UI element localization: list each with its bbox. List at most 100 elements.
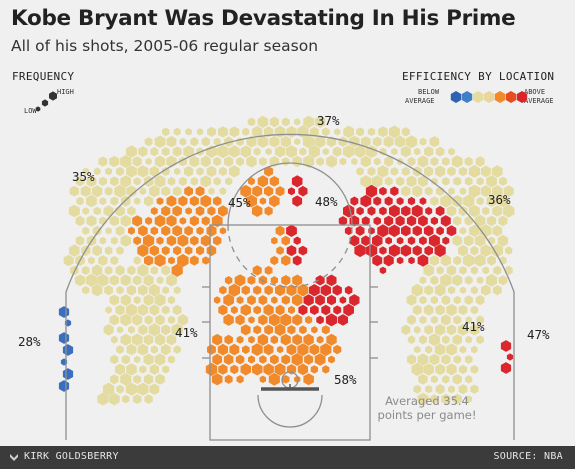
shot-hex (133, 256, 141, 265)
shot-hex (453, 255, 462, 266)
shot-hex (468, 164, 480, 178)
shot-hex (259, 355, 267, 364)
shot-hex (476, 196, 484, 206)
shot-hex (384, 156, 394, 167)
shot-hex (82, 286, 90, 295)
shot-hex (463, 253, 475, 268)
shot-hex (395, 176, 405, 187)
shot-hex (469, 224, 480, 237)
shot-hex (115, 225, 125, 236)
shot-hex (252, 205, 263, 217)
shot-hex (429, 255, 440, 266)
shot-hex (150, 147, 159, 157)
shot-hex (491, 165, 503, 178)
shot-hex (116, 345, 124, 354)
shot-hex (80, 185, 91, 197)
shot-hex (102, 382, 115, 396)
shot-hex (120, 234, 131, 247)
zone-label-left-elbow: 45% (228, 195, 251, 210)
shot-hex (447, 166, 456, 177)
shot-hex (309, 126, 319, 137)
shot-hex (161, 186, 171, 197)
shot-hex (161, 205, 171, 217)
shot-hex (228, 145, 240, 158)
shot-hex (292, 314, 303, 326)
frequency-legend-hex (35, 106, 41, 112)
efficiency-legend-hex (505, 91, 517, 103)
shot-hex (412, 304, 422, 316)
efficiency-legend-hex (516, 91, 528, 103)
shot-hex (491, 244, 503, 258)
shot-hex (248, 177, 255, 186)
shot-hex (412, 185, 423, 198)
frequency-legend-hex (49, 91, 57, 101)
corner-three-hex-right (506, 353, 514, 361)
shot-hex (109, 314, 120, 326)
shot-hex (488, 236, 496, 245)
shot-hex (86, 215, 97, 227)
shot-hex (150, 207, 158, 215)
shot-hex (143, 234, 155, 248)
shot-hex (97, 392, 109, 406)
shot-hex (104, 285, 113, 296)
shot-hex (424, 285, 434, 296)
shot-hex (149, 185, 160, 198)
shot-hex (161, 147, 170, 157)
shot-hex (314, 353, 326, 366)
shot-hex (286, 344, 297, 356)
shot-hex (195, 206, 205, 216)
shot-hex (110, 196, 119, 206)
shot-hex (154, 135, 166, 148)
shot-hex (132, 215, 143, 227)
shot-hex (172, 146, 182, 157)
shot-hex (401, 185, 411, 197)
shot-hex (428, 333, 440, 346)
shot-hex (430, 295, 438, 305)
shot-hex (105, 167, 112, 176)
shot-hex (161, 265, 171, 276)
shot-hex (440, 215, 451, 227)
shot-hex (178, 195, 188, 207)
shot-hex (166, 334, 177, 346)
shot-hex (465, 395, 472, 403)
shot-hex (453, 216, 462, 226)
shot-hex (217, 343, 228, 356)
shot-hex (442, 375, 450, 384)
shot-hex (378, 126, 388, 138)
shot-hex (424, 245, 433, 256)
shot-hex (236, 157, 244, 166)
shot-hex (275, 284, 286, 297)
efficiency-legend-title: EFFICIENCY BY LOCATION (402, 70, 555, 83)
shot-hex (350, 196, 359, 206)
shot-hex (150, 226, 159, 236)
shot-hex (162, 127, 170, 137)
chevron-logo-icon (10, 454, 18, 461)
shot-hex (389, 204, 400, 218)
shot-hex (343, 125, 354, 138)
shot-hex (459, 345, 467, 354)
shot-hex (474, 254, 486, 267)
frequency-low-label: LOW (24, 107, 37, 115)
shot-hex (207, 206, 216, 216)
shot-hex (110, 335, 118, 344)
shot-hex (91, 284, 103, 297)
shot-hex (173, 345, 181, 354)
court-chart: 37% 35% 36% 28% 47% 45% 48% 41% 41% 58% … (18, 91, 550, 441)
shot-hex (417, 353, 429, 366)
shot-hex (435, 304, 445, 316)
shot-hex (122, 394, 130, 404)
shot-hex (429, 353, 440, 366)
shot-hex (276, 246, 284, 255)
shot-hex (251, 343, 263, 356)
shot-hex (293, 236, 301, 245)
shot-hex (162, 365, 170, 374)
shot-hex (189, 195, 199, 207)
author-credit: KIRK GOLDSBERRY (24, 451, 119, 462)
shot-hex (154, 155, 166, 168)
shot-hex (253, 147, 261, 156)
shot-hex (435, 323, 446, 336)
shot-hex (275, 225, 285, 236)
efficiency-legend-hex (472, 91, 484, 103)
shot-hex (224, 374, 233, 384)
shot-hex (406, 175, 417, 188)
